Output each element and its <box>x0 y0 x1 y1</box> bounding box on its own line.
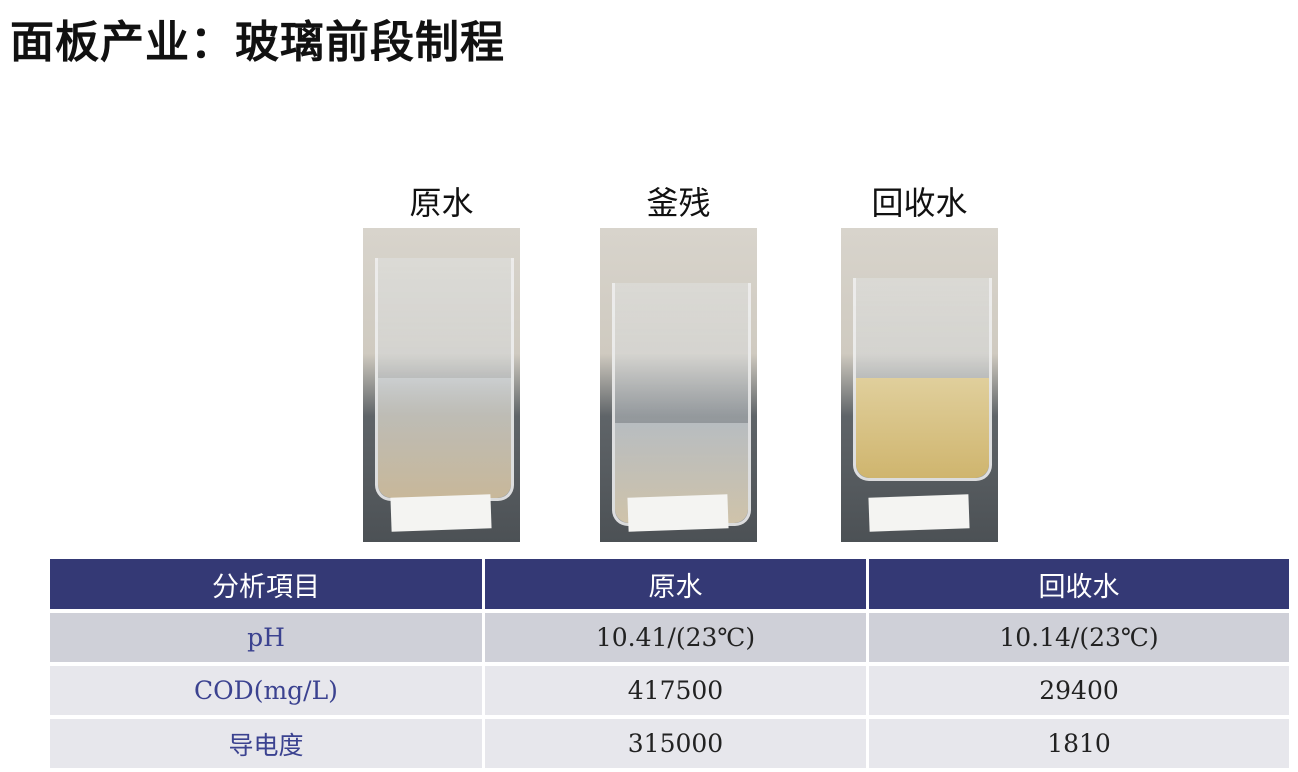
photo-recycled-water <box>841 228 998 542</box>
cell-value: 417500 <box>485 666 866 715</box>
header-raw-water: 原水 <box>485 559 866 609</box>
caption-raw-water: 原水 <box>409 184 474 222</box>
photo-raw-water <box>363 228 520 542</box>
cell-value: 1810 <box>869 719 1289 768</box>
photo-residue <box>600 228 757 542</box>
table-row: pH 10.41/(23℃) 10.14/(23℃) <box>50 613 1289 662</box>
header-item: 分析項目 <box>50 559 482 609</box>
row-label: 导电度 <box>50 719 482 768</box>
cell-value: 315000 <box>485 719 866 768</box>
row-label: pH <box>50 613 482 662</box>
cell-value: 10.41/(23℃) <box>485 613 866 662</box>
caption-recycled-water: 回收水 <box>871 184 968 222</box>
header-recycled-water: 回收水 <box>869 559 1289 609</box>
page-title: 面板产业：玻璃前段制程 <box>10 17 505 68</box>
analysis-table: 分析項目 原水 回收水 pH 10.41/(23℃) 10.14/(23℃) C… <box>47 555 1292 772</box>
cell-value: 10.14/(23℃) <box>869 613 1289 662</box>
table-row: COD(mg/L) 417500 29400 <box>50 666 1289 715</box>
table-header-row: 分析項目 原水 回收水 <box>50 559 1289 609</box>
cell-value: 29400 <box>869 666 1289 715</box>
table-row: 导电度 315000 1810 <box>50 719 1289 768</box>
row-label: COD(mg/L) <box>50 666 482 715</box>
caption-residue: 釜残 <box>646 184 711 222</box>
